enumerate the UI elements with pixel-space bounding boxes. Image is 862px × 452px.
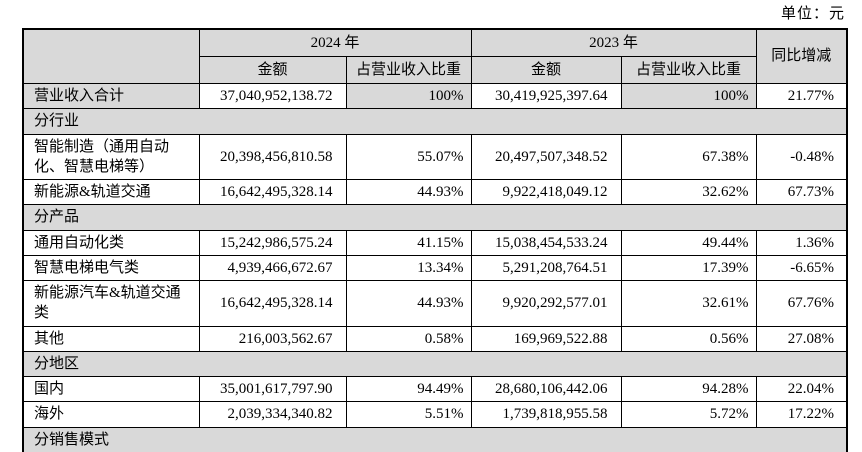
cell-pct-2023: 0.56% [620,325,757,352]
table-header: 2024 年 2023 年 同比增减 金额 占营业收入比重 金额 占营业收入比重 [22,28,848,84]
cell-label: 营业收入合计 [22,82,200,110]
cell-label: 新能源&轨道交通 [22,178,200,206]
cell-pct-2024: 94.49% [345,375,472,403]
section-label: 分销售模式 [22,426,848,452]
cell-amount-2023: 20,497,507,348.52 [470,133,622,180]
table-row: 其他 216,003,562.67 0.58% 169,969,522.88 0.56%… [22,325,848,352]
cell-pct-2024: 13.34% [345,254,472,282]
cell-yoy: 17.22% [755,401,848,428]
cell-amount-2023: 28,680,106,442.06 [470,375,622,403]
section-label: 分行业 [22,108,848,135]
cell-amount-2024: 2,039,334,340.82 [198,401,347,428]
cell-label: 新能源汽车&轨道交通类 [22,280,200,327]
cell-pct-2023: 94.28% [620,375,757,403]
header-year-2024: 2024 年 [198,28,472,57]
cell-pct-2024: 55.07% [345,133,472,180]
cell-label: 其他 [22,325,200,352]
table-row: 海外 2,039,334,340.82 5.51% 1,739,818,955.58 5… [22,401,848,428]
section-label: 分地区 [22,350,848,378]
cell-yoy: 27.08% [755,325,848,352]
cell-label: 国内 [22,375,200,403]
cell-amount-2023: 30,419,925,397.64 [470,82,622,110]
cell-pct-2023: 49.44% [620,229,757,256]
cell-label: 通用自动化类 [22,229,200,256]
header-amount-2024: 金额 [198,56,347,84]
table-row: 智慧电梯电气类 4,939,466,672.67 13.34% 5,291,208,7… [22,254,848,282]
cell-amount-2023: 9,922,418,049.12 [470,178,622,206]
header-row-measures: 金额 占营业收入比重 金额 占营业收入比重 [23,56,847,84]
cell-yoy: 67.73% [755,178,848,206]
cell-pct-2024: 100% [345,82,472,110]
table-row: 通用自动化类 15,242,986,575.24 41.15% 15,038,454,… [22,229,848,256]
header-year-2023: 2023 年 [470,28,757,57]
cell-pct-2024: 5.51% [345,401,472,428]
cell-pct-2024: 41.15% [345,229,472,256]
cell-amount-2024: 35,001,617,797.90 [198,375,347,403]
cell-amount-2024: 16,642,495,328.14 [198,178,347,206]
cell-amount-2024: 16,642,495,328.14 [198,280,347,327]
cell-pct-2024: 0.58% [345,325,472,352]
section-row: 分地区 [22,350,848,378]
cell-amount-2023: 9,920,292,577.01 [470,280,622,327]
header-yoy: 同比增减 [755,28,848,84]
cell-amount-2024: 37,040,952,138.72 [198,82,347,110]
cell-pct-2023: 100% [620,82,757,110]
header-ratio-2023: 占营业收入比重 [620,56,757,84]
revenue-table-body: 营业收入合计 37,040,952,138.72 100% 30,419,925,39… [22,82,848,452]
cell-yoy: 1.36% [755,229,848,256]
cell-pct-2023: 32.62% [620,178,757,206]
section-label: 分产品 [22,204,848,231]
corner-cell [22,28,200,84]
cell-yoy: -6.65% [755,254,848,282]
cell-yoy: 21.77% [755,82,848,110]
table-row: 智能制造（通用自动化、智慧电梯等） 20,398,456,810.58 55.07%… [22,133,848,180]
cell-amount-2023: 1,739,818,955.58 [470,401,622,428]
cell-pct-2024: 44.93% [345,178,472,206]
section-row: 分销售模式 [22,426,848,452]
cell-pct-2023: 17.39% [620,254,757,282]
header-ratio-2024: 占营业收入比重 [345,56,472,84]
cell-label: 海外 [22,401,200,428]
cell-yoy: -0.48% [755,133,848,180]
header-amount-2023: 金额 [470,56,622,84]
cell-amount-2024: 20,398,456,810.58 [198,133,347,180]
cell-pct-2024: 44.93% [345,280,472,327]
cell-amount-2023: 5,291,208,764.51 [470,254,622,282]
section-row: 分产品 [22,204,848,231]
cell-amount-2023: 15,038,454,533.24 [470,229,622,256]
section-row: 分行业 [22,108,848,135]
table-row: 营业收入合计 37,040,952,138.72 100% 30,419,925,39… [22,82,848,110]
revenue-breakdown-table: 2024 年 2023 年 同比增减 金额 占营业收入比重 金额 占营业收入比重… [22,28,849,452]
cell-label: 智慧电梯电气类 [22,254,200,282]
table-row: 新能源&轨道交通 16,642,495,328.14 44.93% 9,922,418… [22,178,848,206]
table-row: 新能源汽车&轨道交通类 16,642,495,328.14 44.93% 9,920,… [22,280,848,327]
cell-yoy: 22.04% [755,375,848,403]
cell-pct-2023: 67.38% [620,133,757,180]
cell-amount-2024: 216,003,562.67 [198,325,347,352]
cell-pct-2023: 32.61% [620,280,757,327]
cell-yoy: 67.76% [755,280,848,327]
cell-pct-2023: 5.72% [620,401,757,428]
unit-label: 单位：元 [780,6,845,22]
header-row-years: 2024 年 2023 年 同比增减 [22,28,848,84]
table-row: 国内 35,001,617,797.90 94.49% 28,680,106,442.… [22,375,848,403]
cell-label: 智能制造（通用自动化、智慧电梯等） [22,133,200,180]
cell-amount-2024: 15,242,986,575.24 [198,229,347,256]
cell-amount-2024: 4,939,466,672.67 [198,254,347,282]
cell-amount-2023: 169,969,522.88 [470,325,622,352]
